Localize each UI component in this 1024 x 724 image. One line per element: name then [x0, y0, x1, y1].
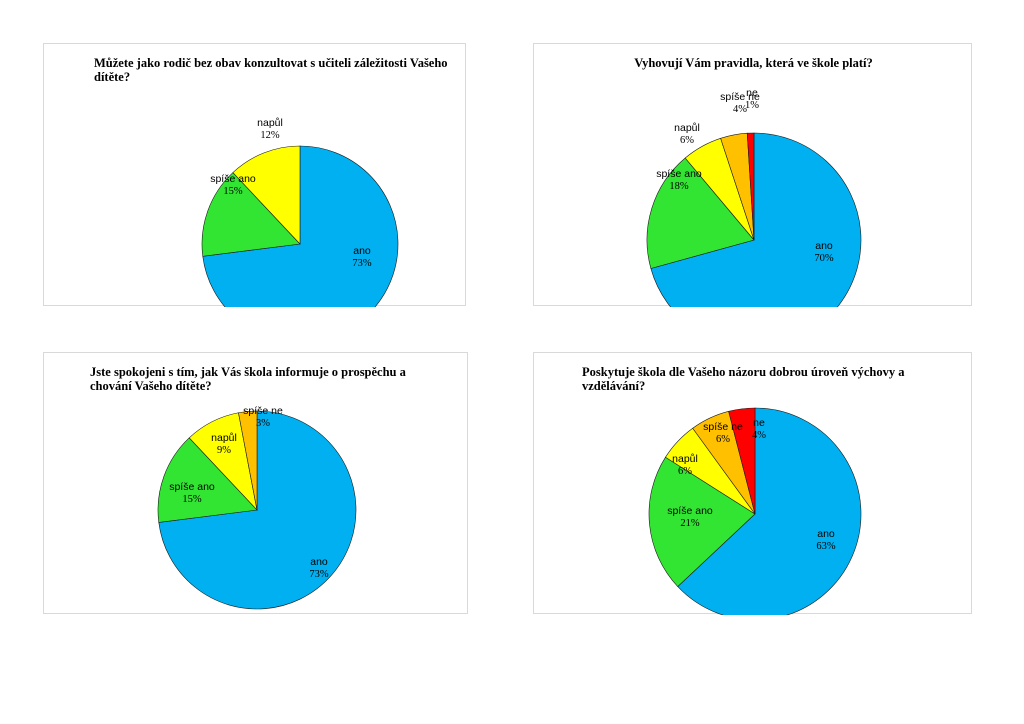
slice-label: ano — [817, 528, 835, 540]
slice-value-label: 4% — [733, 104, 747, 115]
slice-value-label: 15% — [223, 186, 243, 197]
slice-label: spíše ano — [656, 168, 702, 180]
chart-panel-1: Můžete jako rodič bez obav konzultovat s… — [43, 43, 466, 307]
chart-title: Poskytuje škola dle Vašeho názoru dobrou… — [582, 365, 905, 393]
slice-label: spíše ne — [720, 91, 760, 103]
pie-slice-ne — [728, 407, 756, 515]
slice-value-label: 73% — [309, 569, 329, 580]
slice-value-label: 15% — [182, 494, 202, 505]
pie-slice-spíše-ne — [238, 410, 258, 511]
slice-value-label: 9% — [217, 445, 231, 456]
slice-label: napůl — [257, 117, 283, 129]
slice-value-label: 6% — [680, 135, 694, 146]
pie-slice-napůl — [232, 145, 301, 245]
slice-label: ano — [310, 556, 328, 568]
slice-value-label: 1% — [745, 100, 759, 111]
slice-value-label: 18% — [669, 181, 689, 192]
slice-value-label: 6% — [678, 466, 692, 477]
chart-panel-2: Vyhovují Vám pravidla, která ve škole pl… — [533, 43, 972, 307]
pie-slice-spíše-ano — [201, 172, 301, 257]
slice-value-label: 21% — [680, 518, 700, 529]
slice-label: ne — [753, 417, 765, 429]
slice-label: spíše ano — [169, 481, 215, 493]
slice-label: spíše ano — [667, 505, 713, 517]
pie-slice-ano — [650, 132, 862, 307]
slice-value-label: 73% — [352, 258, 372, 269]
slice-value-label: 70% — [814, 253, 834, 264]
pie-slice-ano — [677, 407, 862, 615]
chart-panel-3: Jste spokojeni s tím, jak Vás škola info… — [43, 352, 468, 614]
slice-value-label: 3% — [256, 418, 270, 429]
slice-label: napůl — [672, 453, 698, 465]
slice-label: spíše ne — [703, 421, 743, 433]
chart-title: Jste spokojeni s tím, jak Vás škola info… — [90, 365, 406, 393]
slice-value-label: 4% — [752, 430, 766, 441]
slice-value-label: 12% — [260, 130, 280, 141]
slice-label: napůl — [674, 122, 700, 134]
slice-label: napůl — [211, 432, 237, 444]
chart-panel-4: Poskytuje škola dle Vašeho názoru dobrou… — [533, 352, 972, 615]
slice-label: spíše ano — [210, 173, 256, 185]
slice-label: ano — [353, 245, 371, 257]
pie-slice-ano — [202, 145, 399, 307]
slice-label: spíše ne — [243, 405, 283, 417]
slice-label: ano — [815, 240, 833, 252]
chart-title: Vyhovují Vám pravidla, která ve škole pl… — [634, 56, 873, 70]
pie-slice-spíše-ano — [157, 437, 258, 523]
pie-slice-ne — [746, 132, 755, 241]
pie-slice-spíše-ano — [646, 157, 755, 269]
slice-value-label: 6% — [716, 434, 730, 445]
slice-value-label: 63% — [816, 541, 836, 552]
pie-slice-spíše-ano — [648, 456, 756, 587]
chart-title: Můžete jako rodič bez obav konzultovat s… — [94, 56, 448, 84]
slice-label: ne — [746, 87, 758, 99]
